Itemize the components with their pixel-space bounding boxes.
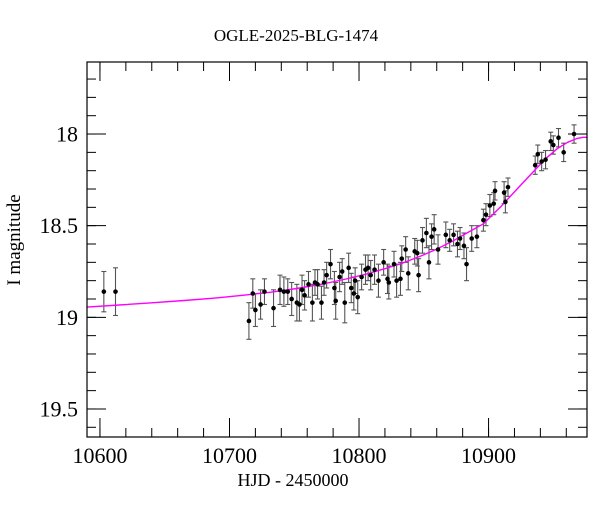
data-point (416, 272, 421, 278)
data-point (532, 162, 538, 168)
model-curve-group (86, 136, 588, 308)
data-point (451, 232, 456, 238)
y-tick-label: 19 (56, 305, 78, 330)
data-point (491, 201, 497, 206)
data-point (321, 280, 327, 285)
data-point (483, 212, 489, 217)
data-point (246, 318, 252, 324)
data-point (333, 298, 339, 304)
data-point (310, 300, 315, 305)
data-point (319, 300, 324, 305)
data-point (415, 250, 420, 256)
data-point (385, 276, 390, 282)
x-tick-label: 10800 (332, 443, 387, 468)
data-point (405, 271, 411, 276)
data-point (399, 256, 405, 261)
data-point (386, 280, 392, 285)
data-point (435, 247, 441, 252)
data-point (346, 265, 351, 271)
data-point (474, 234, 480, 239)
data-point (420, 238, 425, 243)
y-axis-label: I magnitude (4, 194, 25, 285)
data-point (113, 289, 118, 294)
plot-border (86, 61, 588, 438)
data-points-group (101, 131, 577, 324)
data-point (258, 302, 263, 307)
data-point (443, 232, 449, 238)
data-point (551, 142, 556, 148)
data-point (469, 236, 475, 241)
data-point (492, 188, 498, 194)
error-bars-group (101, 124, 577, 340)
data-point (365, 265, 371, 271)
data-point (277, 287, 283, 293)
data-point (487, 203, 493, 208)
data-point (372, 267, 377, 272)
data-point (281, 289, 287, 294)
data-point (262, 289, 267, 294)
data-point (285, 289, 291, 294)
data-point (101, 289, 107, 294)
data-point (429, 234, 434, 239)
data-point (501, 190, 507, 195)
data-point (337, 274, 342, 280)
chart-title: OGLE-2025-BLG-1474 (214, 26, 379, 45)
data-point (539, 159, 544, 164)
data-point (324, 272, 329, 278)
data-point (271, 305, 276, 311)
data-point (481, 217, 486, 223)
data-point (328, 261, 333, 267)
data-point (355, 294, 361, 300)
x-tick-label: 10900 (461, 443, 516, 468)
data-point (455, 241, 460, 247)
data-point (391, 261, 397, 267)
data-point (368, 272, 373, 278)
x-tick-label: 10700 (202, 443, 257, 468)
data-point (339, 269, 345, 274)
data-point (431, 227, 437, 232)
data-point (302, 293, 307, 298)
data-point (503, 199, 508, 205)
data-point (447, 238, 452, 243)
data-point (376, 278, 381, 283)
data-point (543, 157, 548, 162)
data-point (306, 282, 311, 287)
data-point (426, 260, 432, 265)
data-point (464, 261, 469, 267)
y-tick-label: 18 (56, 122, 78, 147)
y-tick-label: 18.5 (40, 213, 79, 238)
data-point (315, 282, 320, 287)
data-point (556, 135, 561, 140)
data-point (351, 291, 357, 296)
data-point (424, 230, 429, 236)
model-curve (86, 136, 588, 308)
data-point (381, 260, 386, 265)
data-point (253, 307, 258, 313)
data-point (359, 274, 364, 280)
data-point (342, 300, 348, 305)
data-point (348, 285, 354, 291)
data-point (398, 276, 403, 282)
data-point (289, 296, 294, 302)
x-axis-label: HJD - 2450000 (238, 470, 349, 490)
data-point (561, 150, 566, 155)
data-point (505, 184, 511, 190)
data-point (299, 287, 305, 293)
y-tick-label: 19.5 (40, 396, 79, 421)
tick-labels-group: 10600 10700 10800 10900 18 18.5 19 19.5 (40, 122, 517, 468)
data-point (403, 247, 408, 252)
data-point (461, 243, 467, 249)
data-point (394, 278, 399, 283)
data-point (535, 151, 541, 157)
data-point (457, 236, 463, 241)
axes-group (86, 61, 588, 438)
data-point (250, 291, 256, 296)
data-point (548, 139, 554, 144)
x-tick-label: 10600 (72, 443, 127, 468)
data-point (297, 302, 302, 307)
data-point (332, 285, 337, 291)
data-point (352, 278, 358, 283)
